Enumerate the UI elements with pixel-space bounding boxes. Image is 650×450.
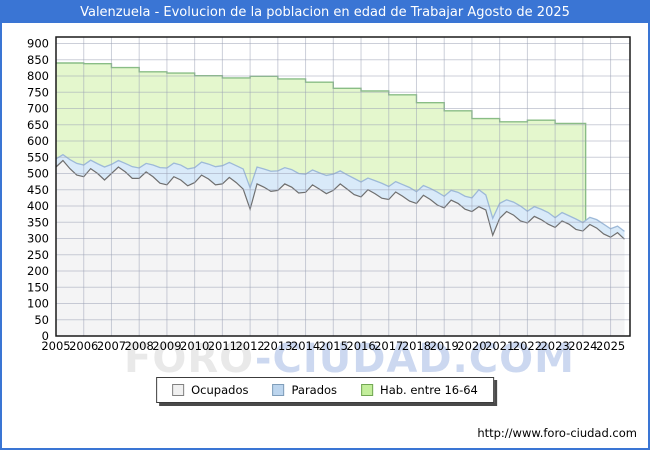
watermark: FORO-CIUDAD.COM (124, 336, 575, 382)
y-tick-label: 150 (27, 280, 49, 294)
x-tick-label: 2005 (41, 339, 70, 353)
x-tick-label: 2020 (457, 339, 486, 353)
legend-item-hab-16-64: Hab. entre 16-64 (361, 383, 478, 397)
source-url: http://www.foro-ciudad.com (477, 426, 637, 440)
y-tick-label: 300 (27, 232, 49, 246)
y-tick-label: 850 (27, 53, 49, 67)
plot-frame (55, 36, 631, 337)
x-tick-label: 2014 (291, 339, 320, 353)
x-tick-label: 2015 (319, 339, 348, 353)
x-tick-label: 2016 (346, 339, 375, 353)
legend-item-parados: Parados (272, 383, 337, 397)
y-tick-label: 100 (27, 297, 49, 311)
y-tick-label: 900 (27, 37, 49, 51)
y-tick-label: 0 (42, 329, 49, 343)
watermark-part2: -CIUDAD.COM (254, 336, 575, 382)
chart-title-bar: Valenzuela - Evolucion de la poblacion e… (2, 2, 648, 23)
y-tick-label: 250 (27, 248, 49, 262)
x-tick-label: 2022 (513, 339, 542, 353)
legend-label-ocupados: Ocupados (191, 383, 249, 397)
y-tick-label: 550 (27, 150, 49, 164)
y-tick-label: 800 (27, 69, 49, 83)
x-tick-label: 2024 (568, 339, 597, 353)
x-tick-label: 2008 (125, 339, 154, 353)
x-tick-label: 2017 (374, 339, 403, 353)
y-tick-label: 500 (27, 167, 49, 181)
x-tick-label: 2009 (152, 339, 181, 353)
chart-title: Valenzuela - Evolucion de la poblacion e… (80, 5, 570, 20)
legend-label-hab-16-64: Hab. entre 16-64 (380, 383, 478, 397)
y-tick-label: 450 (27, 183, 49, 197)
y-tick-label: 600 (27, 134, 49, 148)
x-tick-label: 2018 (402, 339, 431, 353)
legend-swatch-parados (272, 384, 285, 396)
x-tick-label: 2011 (208, 339, 237, 353)
y-tick-label: 400 (27, 199, 49, 213)
x-tick-label: 2006 (69, 339, 98, 353)
x-tick-label: 2019 (430, 339, 459, 353)
x-tick-label: 2010 (180, 339, 209, 353)
ocupados-line (55, 159, 625, 240)
y-tick-label: 750 (27, 85, 49, 99)
legend-swatch-hab-16-64 (361, 384, 374, 396)
x-tick-label: 2012 (235, 339, 264, 353)
y-tick-label: 700 (27, 102, 49, 116)
watermark-part1: FORO (124, 336, 255, 382)
x-tick-label: 2023 (540, 339, 569, 353)
y-tick-label: 350 (27, 215, 49, 229)
x-tick-label: 2025 (596, 339, 625, 353)
parados-line (55, 153, 625, 232)
legend-label-parados: Parados (291, 383, 338, 397)
ocupados-area (56, 160, 625, 336)
legend-item-ocupados: Ocupados (172, 383, 248, 397)
x-tick-label: 2021 (485, 339, 514, 353)
legend-swatch-ocupados (172, 384, 185, 396)
chart-legend: Ocupados Parados Hab. entre 16-64 (156, 377, 494, 403)
x-tick-label: 2013 (263, 339, 292, 353)
y-tick-label: 200 (27, 264, 49, 278)
y-tick-label: 650 (27, 118, 49, 132)
y-tick-label: 50 (34, 313, 49, 327)
x-tick-label: 2007 (97, 339, 126, 353)
